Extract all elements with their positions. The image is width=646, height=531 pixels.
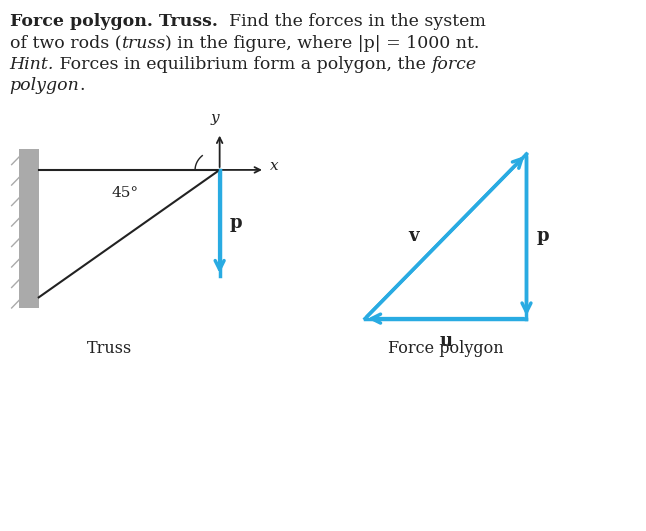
Text: of two rods (: of two rods (	[10, 35, 121, 52]
Text: Force polygon: Force polygon	[388, 340, 503, 357]
Text: force: force	[432, 56, 477, 73]
Text: p: p	[536, 227, 549, 245]
Bar	[19, 149, 39, 308]
Text: p: p	[229, 214, 242, 232]
Text: Forces in equilibrium form a polygon, the: Forces in equilibrium form a polygon, th…	[54, 56, 432, 73]
Text: Truss: Truss	[87, 340, 132, 357]
Text: ) in the figure, where |p| = 1000 nt.: ) in the figure, where |p| = 1000 nt.	[165, 35, 480, 52]
Text: 45°: 45°	[112, 186, 139, 200]
Text: v: v	[408, 227, 419, 245]
Text: y: y	[210, 111, 219, 125]
Text: truss: truss	[121, 35, 165, 52]
Text: .: .	[79, 77, 85, 94]
Text: polygon: polygon	[10, 77, 79, 94]
Text: x: x	[270, 159, 278, 173]
Text: Hint.: Hint.	[10, 56, 54, 73]
Text: Find the forces in the system: Find the forces in the system	[218, 13, 485, 30]
Text: u: u	[439, 332, 452, 350]
Text: Force polygon. Truss.: Force polygon. Truss.	[10, 13, 218, 30]
